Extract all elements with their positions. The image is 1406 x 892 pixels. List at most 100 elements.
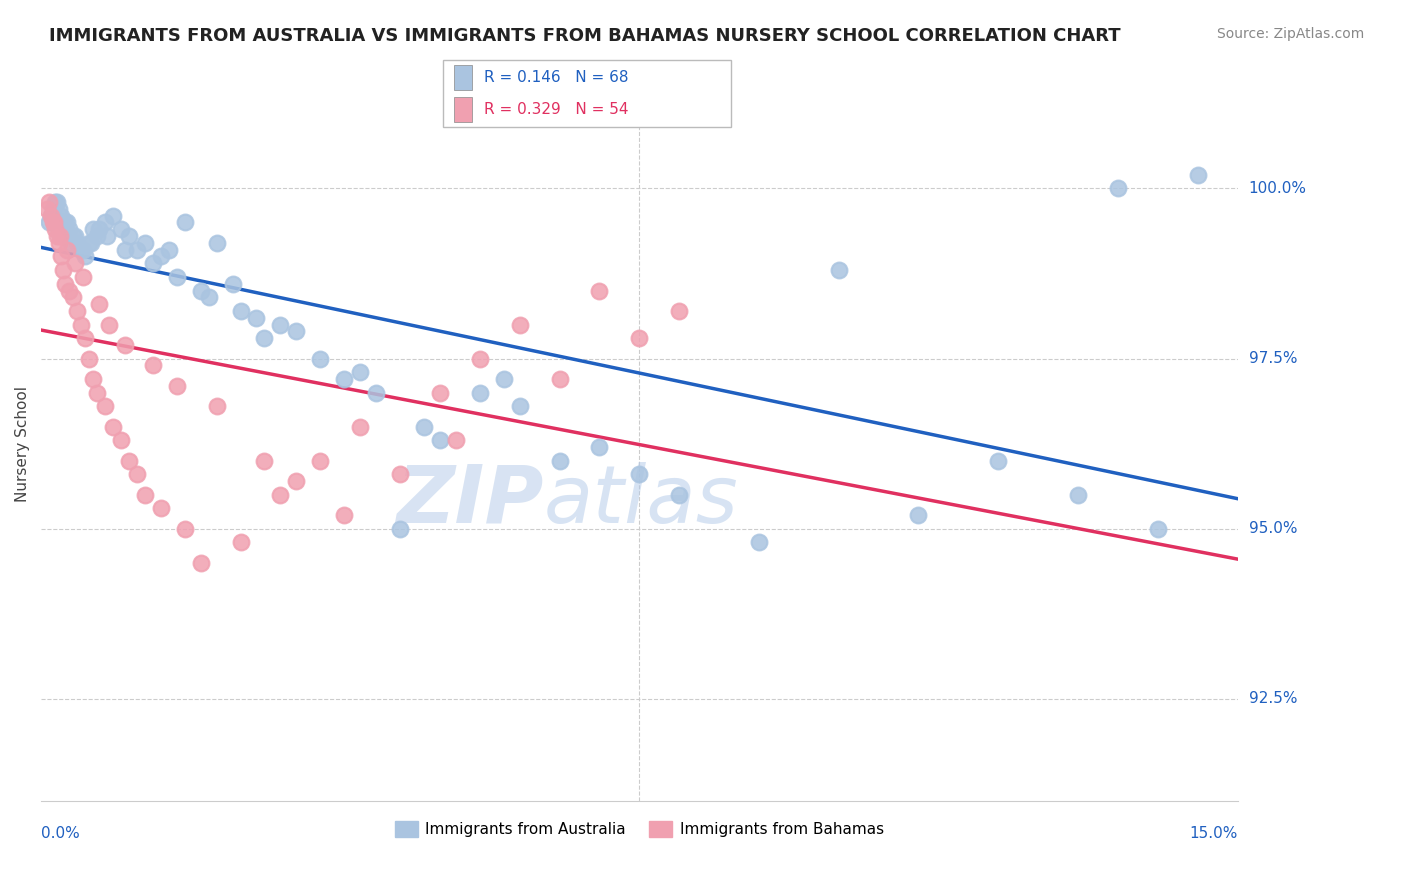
Point xyxy=(588,440,610,454)
Point xyxy=(1146,522,1168,536)
Point xyxy=(49,229,72,244)
Point xyxy=(668,304,690,318)
Point xyxy=(157,243,180,257)
Point xyxy=(444,434,467,448)
Point xyxy=(269,488,291,502)
Point xyxy=(87,222,110,236)
Point xyxy=(149,501,172,516)
Point xyxy=(125,467,148,482)
Point xyxy=(333,372,356,386)
Point xyxy=(285,474,308,488)
Text: atlas: atlas xyxy=(544,462,738,540)
Point xyxy=(309,453,332,467)
Point xyxy=(309,351,332,366)
Point xyxy=(46,229,69,244)
Point xyxy=(1187,168,1209,182)
Point xyxy=(73,331,96,345)
Point xyxy=(77,235,100,250)
Point xyxy=(668,488,690,502)
Point xyxy=(96,229,118,244)
Point xyxy=(190,284,212,298)
Point xyxy=(44,195,66,210)
Point xyxy=(628,331,651,345)
Text: 95.0%: 95.0% xyxy=(1249,521,1298,536)
Point xyxy=(229,304,252,318)
Point xyxy=(101,209,124,223)
Text: 15.0%: 15.0% xyxy=(1189,826,1237,841)
Text: R = 0.329   N = 54: R = 0.329 N = 54 xyxy=(484,103,628,117)
Point xyxy=(205,399,228,413)
Point xyxy=(173,522,195,536)
Point xyxy=(333,508,356,522)
Point xyxy=(285,324,308,338)
Point xyxy=(221,277,243,291)
Point xyxy=(245,310,267,325)
Point xyxy=(72,243,94,257)
Point xyxy=(38,215,60,229)
Point xyxy=(42,202,65,216)
Point xyxy=(389,522,412,536)
Point xyxy=(110,222,132,236)
Point xyxy=(1107,181,1129,195)
Point xyxy=(72,269,94,284)
Point xyxy=(94,215,117,229)
Text: 92.5%: 92.5% xyxy=(1249,691,1298,706)
Point xyxy=(149,250,172,264)
Point xyxy=(101,419,124,434)
Point xyxy=(63,229,86,244)
Legend: Immigrants from Australia, Immigrants from Bahamas: Immigrants from Australia, Immigrants fr… xyxy=(389,815,890,843)
Text: 100.0%: 100.0% xyxy=(1249,181,1306,196)
Point xyxy=(269,318,291,332)
Text: R = 0.146   N = 68: R = 0.146 N = 68 xyxy=(484,70,628,85)
Point xyxy=(166,378,188,392)
Point xyxy=(48,235,70,250)
Point xyxy=(748,535,770,549)
Point xyxy=(94,399,117,413)
Point xyxy=(66,304,89,318)
Point xyxy=(134,235,156,250)
Point xyxy=(49,209,72,223)
Point xyxy=(190,556,212,570)
Point xyxy=(509,318,531,332)
Point xyxy=(429,385,451,400)
Point xyxy=(253,331,276,345)
Point xyxy=(229,535,252,549)
Point xyxy=(39,209,62,223)
Point xyxy=(86,385,108,400)
Text: 97.5%: 97.5% xyxy=(1249,351,1298,366)
Point xyxy=(62,290,84,304)
Point xyxy=(828,263,851,277)
Point xyxy=(429,434,451,448)
Point xyxy=(77,351,100,366)
Point xyxy=(42,215,65,229)
Point xyxy=(166,269,188,284)
Point xyxy=(468,385,491,400)
Point xyxy=(63,256,86,270)
Point xyxy=(253,453,276,467)
Point xyxy=(349,365,371,379)
Point xyxy=(907,508,929,522)
Point xyxy=(58,222,80,236)
Text: Source: ZipAtlas.com: Source: ZipAtlas.com xyxy=(1216,27,1364,41)
Point xyxy=(125,243,148,257)
Point xyxy=(110,434,132,448)
Point xyxy=(588,284,610,298)
Point xyxy=(58,284,80,298)
Point xyxy=(548,453,571,467)
Point xyxy=(142,256,165,270)
Point xyxy=(82,222,104,236)
Point xyxy=(42,215,65,229)
Point xyxy=(548,372,571,386)
Point xyxy=(205,235,228,250)
Point xyxy=(87,297,110,311)
Point xyxy=(53,215,76,229)
Y-axis label: Nursery School: Nursery School xyxy=(15,385,30,501)
Point xyxy=(82,372,104,386)
Point xyxy=(118,453,141,467)
Point xyxy=(66,235,89,250)
Point xyxy=(52,263,75,277)
Point xyxy=(44,222,66,236)
Point xyxy=(114,243,136,257)
Text: 0.0%: 0.0% xyxy=(41,826,80,841)
Point xyxy=(79,235,101,250)
